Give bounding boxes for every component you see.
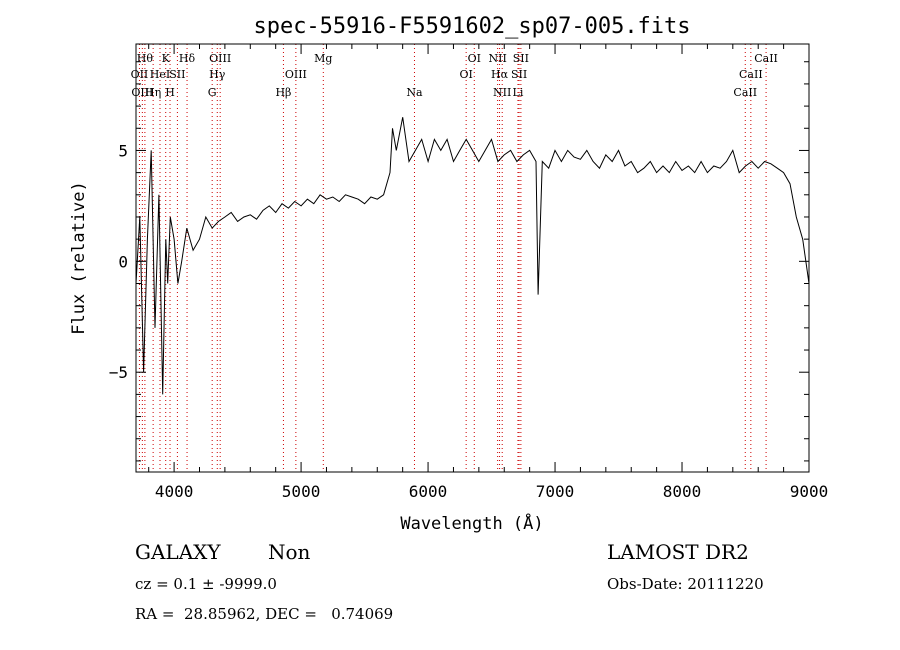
line-marker-label: Hη (145, 86, 161, 99)
x-tick-label: 6000 (409, 482, 448, 501)
axis-ticks (136, 44, 810, 472)
line-markers (138, 44, 767, 472)
y-tick-label: 5 (118, 141, 128, 160)
survey-name: LAMOST DR2 (607, 540, 749, 564)
line-marker-label: SII (513, 52, 529, 65)
line-marker-label: OIII (209, 52, 231, 65)
line-marker-label: CaII (754, 52, 778, 65)
axis-tick-labels: 4000 5000 6000 7000 8000 9000 −5 0 5 (109, 141, 829, 501)
line-marker-label: OI (459, 68, 472, 81)
line-marker-label: K (162, 52, 171, 65)
obs-date: Obs-Date: 20111220 (607, 575, 764, 593)
chart-title: spec-55916-F5591602_sp07-005.fits (253, 14, 690, 39)
line-marker-label: SII (511, 68, 527, 81)
line-marker-label: CaII (739, 68, 763, 81)
line-marker-label: OIII (285, 68, 307, 81)
line-marker-label: NII (488, 52, 506, 65)
line-marker-label: H (165, 86, 175, 99)
line-marker-label: Na (406, 86, 423, 99)
y-axis-label: Flux (relative) (69, 181, 89, 335)
x-axis-label: Wavelength (Å) (400, 512, 543, 534)
line-marker-label: CaII (733, 86, 757, 99)
plot-frame (135, 43, 810, 473)
object-subclass: Non (268, 540, 311, 564)
x-tick-label: 4000 (155, 482, 194, 501)
line-marker-label: NII (493, 86, 511, 99)
spectrum-line (135, 117, 810, 395)
y-tick-label: 0 (118, 252, 128, 271)
line-marker-label: Hδ (179, 52, 196, 65)
line-marker-label: OIII (131, 86, 153, 99)
line-marker-label: G (208, 86, 217, 99)
y-tick-label: −5 (109, 363, 128, 382)
x-tick-label: 9000 (790, 482, 829, 501)
line-marker-label: Hγ (209, 68, 226, 81)
x-tick-label: 5000 (282, 482, 321, 501)
line-marker-label: Hα (491, 68, 509, 81)
line-marker-labels: OII OIII Hθ Hη HeI K H SII Hδ G Hγ OIII Hβ OIII Mg Na OI… (131, 52, 778, 99)
line-marker-label: HeI (150, 68, 170, 81)
line-marker-label: Mg (314, 52, 332, 65)
line-marker-label: Li (513, 86, 524, 99)
x-tick-label: 8000 (663, 482, 702, 501)
line-marker-label: SII (169, 68, 185, 81)
line-marker-label: OII (131, 68, 149, 81)
line-marker-label: Hβ (275, 86, 291, 99)
x-tick-label: 7000 (536, 482, 575, 501)
coordinates: RA = 28.85962, DEC = 0.74069 (135, 605, 394, 623)
line-marker-label: Hθ (137, 52, 154, 65)
redshift-cz: cz = 0.1 ± -9999.0 (135, 575, 277, 593)
object-class: GALAXY (135, 540, 221, 564)
line-marker-label: OI (468, 52, 481, 65)
